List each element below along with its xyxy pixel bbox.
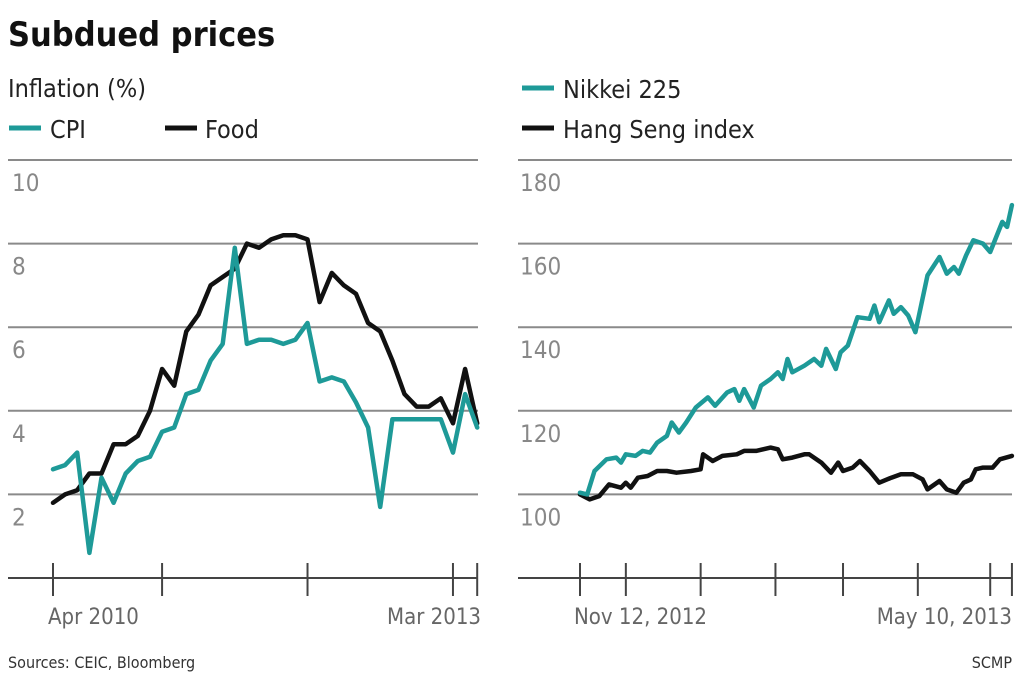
left-y-tick-label: 10 — [12, 169, 39, 197]
left-subtitle: Inflation (%) — [8, 74, 146, 103]
right-y-tick-label: 160 — [520, 253, 561, 281]
left-y-tick-label: 4 — [12, 420, 26, 448]
series-line-cpi — [50, 245, 480, 556]
series-line-hang-seng-index — [577, 445, 1015, 502]
right-y-tick-label: 180 — [520, 169, 561, 197]
source-note: Sources: CEIC, Bloomberg — [8, 653, 195, 672]
left-y-tick-label: 8 — [12, 253, 26, 281]
left-y-tick-label: 2 — [12, 503, 26, 531]
left-chart-inflation: 2 4 6 8 10 — [8, 159, 480, 596]
left-y-tick-label: 6 — [12, 336, 26, 364]
right-y-tick-label: 100 — [520, 503, 561, 531]
right-legend: Nikkei 225 Hang Seng index — [522, 75, 755, 144]
series-line-food — [50, 232, 480, 506]
credit-note: SCMP — [972, 653, 1013, 672]
legend-label-hang-seng: Hang Seng index — [563, 115, 755, 144]
left-legend: CPI Food — [9, 115, 259, 144]
series-line-nikkei-225 — [577, 202, 1015, 497]
legend-label-nikkei: Nikkei 225 — [563, 75, 681, 104]
right-x-label-start: Nov 12, 2012 — [574, 605, 707, 630]
left-x-label-end: Mar 2013 — [387, 605, 481, 630]
right-chart-indices: 100 120 140 160 180 — [518, 159, 1015, 596]
right-y-tick-label: 120 — [520, 420, 561, 448]
chart-title: Subdued prices — [8, 15, 275, 55]
legend-label-cpi: CPI — [50, 115, 86, 144]
left-x-label-start: Apr 2010 — [48, 605, 139, 630]
right-x-label-end: May 10, 2013 — [877, 605, 1012, 630]
legend-label-food: Food — [205, 115, 259, 144]
right-y-tick-label: 140 — [520, 336, 561, 364]
